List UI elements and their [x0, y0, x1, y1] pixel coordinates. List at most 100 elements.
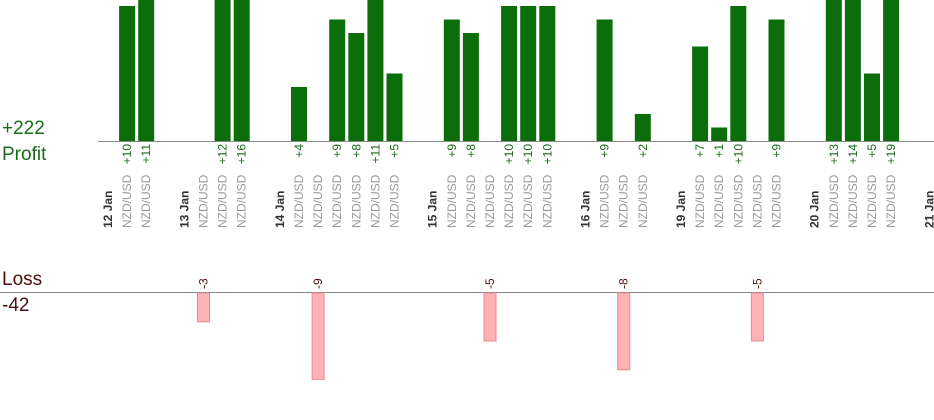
profit-bar — [596, 19, 613, 141]
loss-value-label: -9 — [311, 278, 325, 289]
loss-bar — [617, 292, 631, 371]
profit-bar — [138, 0, 155, 141]
profit-bar — [233, 0, 250, 141]
loss-bar — [311, 292, 325, 380]
profit-bar — [214, 0, 231, 141]
pair-label: NZD/USD — [330, 174, 344, 228]
profit-bar — [329, 19, 346, 141]
pair-label: NZD/USD — [693, 174, 707, 228]
profit-value-label: +13 — [827, 144, 841, 165]
profit-label: Profit — [2, 144, 47, 165]
profit-value-label: +4 — [292, 144, 306, 158]
profit-bar — [692, 46, 709, 141]
profit-value-label: +10 — [120, 144, 134, 165]
pair-label: NZD/USD — [235, 174, 249, 228]
date-label: 13 Jan — [177, 191, 191, 228]
profit-value-label: +10 — [502, 144, 516, 165]
pair-label: NZD/USD — [846, 174, 860, 228]
profit-bar — [825, 0, 842, 141]
profit-value-label: +1 — [712, 144, 726, 158]
date-label: 20 Jan — [808, 191, 822, 228]
date-label: 14 Jan — [273, 191, 287, 228]
profit-value-label: +10 — [540, 144, 554, 165]
loss-value-label: -3 — [197, 278, 211, 289]
profit-value-label: +10 — [731, 144, 745, 165]
pair-label: NZD/USD — [731, 174, 745, 228]
pair-label: NZD/USD — [598, 174, 612, 228]
loss-bar — [197, 292, 210, 323]
pair-label: NZD/USD — [865, 174, 879, 228]
profit-bar — [501, 6, 518, 141]
profit-total: +222 — [2, 118, 45, 139]
date-label: 19 Jan — [674, 191, 688, 228]
loss-value-label: -5 — [750, 278, 764, 289]
pair-label: NZD/USD — [712, 174, 726, 228]
loss-bar — [750, 292, 764, 342]
pair-label: NZD/USD — [445, 174, 459, 228]
profit-value-label: +8 — [464, 144, 478, 158]
pair-label: NZD/USD — [884, 174, 898, 228]
pair-label: NZD/USD — [750, 174, 764, 228]
profit-bar — [634, 114, 651, 141]
pair-label: NZD/USD — [139, 174, 153, 228]
loss-value-label: -8 — [617, 278, 631, 289]
profit-bar — [539, 6, 556, 141]
profit-bar — [730, 6, 747, 141]
profit-bar — [386, 73, 403, 141]
profit-bar — [443, 19, 460, 141]
profit-value-label: +14 — [846, 144, 860, 165]
pair-label: NZD/USD — [197, 174, 211, 228]
date-label: 15 Jan — [426, 191, 440, 228]
pair-label: NZD/USD — [827, 174, 841, 228]
pair-label: NZD/USD — [120, 174, 134, 228]
profit-bar — [711, 127, 728, 141]
loss-total: -42 — [2, 295, 30, 316]
profit-bar — [348, 33, 365, 141]
profit-value-label: +9 — [598, 144, 612, 158]
pair-label: NZD/USD — [216, 174, 230, 228]
profit-value-label: +5 — [388, 144, 402, 158]
pair-label: NZD/USD — [521, 174, 535, 228]
profit-bar — [291, 87, 307, 141]
loss-bar — [483, 292, 497, 342]
profit-value-label: +12 — [216, 144, 230, 165]
profit-value-label: +9 — [770, 144, 784, 158]
profit-bar — [844, 0, 861, 141]
profit-bar — [367, 0, 384, 141]
loss-label: Loss — [2, 269, 43, 290]
loss-value-label: -5 — [483, 278, 497, 289]
pair-label: NZD/USD — [464, 174, 478, 228]
date-label: 12 Jan — [101, 191, 115, 228]
pair-label: NZD/USD — [388, 174, 402, 228]
profit-value-label: +9 — [445, 144, 459, 158]
pair-label: NZD/USD — [311, 174, 325, 228]
profit-value-label: +2 — [636, 144, 650, 158]
pair-label: NZD/USD — [292, 174, 306, 228]
pair-label: NZD/USD — [349, 174, 363, 228]
pair-label: NZD/USD — [368, 174, 382, 228]
profit-value-label: +5 — [865, 144, 879, 158]
profit-value-label: +19 — [884, 144, 898, 165]
profit-value-label: +10 — [521, 144, 535, 165]
profit-value-label: +16 — [235, 144, 249, 165]
profit-value-label: +8 — [349, 144, 363, 158]
pair-label: NZD/USD — [483, 174, 497, 228]
profit-bar — [520, 6, 537, 141]
pair-label: NZD/USD — [617, 174, 631, 228]
profit-bar — [119, 6, 136, 141]
pair-label: NZD/USD — [502, 174, 516, 228]
profit-value-label: +7 — [693, 144, 707, 158]
profit-value-label: +11 — [368, 144, 382, 164]
pair-label: NZD/USD — [770, 174, 784, 228]
profit-bar — [462, 33, 479, 141]
date-label: 16 Jan — [579, 191, 593, 228]
profit-bar — [883, 0, 900, 141]
profit-value-label: +9 — [330, 144, 344, 158]
date-label: 21 Jan — [922, 191, 934, 228]
profit-bar — [768, 19, 785, 141]
pair-label: NZD/USD — [540, 174, 554, 228]
profit-bar — [864, 73, 880, 141]
pair-label: NZD/USD — [636, 174, 650, 228]
profit-value-label: +11 — [139, 144, 153, 164]
